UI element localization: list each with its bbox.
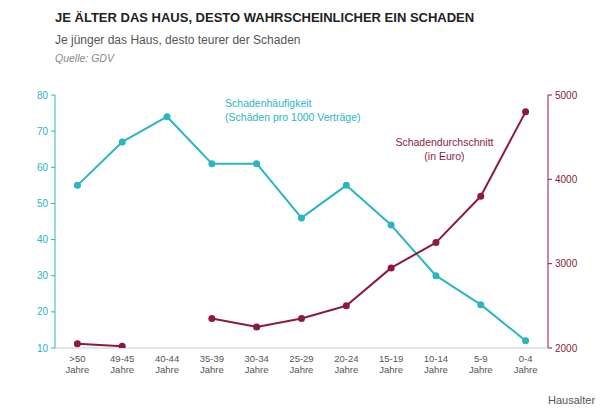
y2-tick xyxy=(548,263,552,264)
series-point xyxy=(253,160,260,167)
series-label: Schadenhäufigkeit(Schäden pro 1000 Vertr… xyxy=(225,97,360,123)
series-point xyxy=(164,113,171,120)
y-tick xyxy=(51,167,55,168)
x-tick-label: >50Jahre xyxy=(66,353,90,375)
y-tick xyxy=(51,311,55,312)
y-tick-label: 80 xyxy=(37,90,49,101)
series-point xyxy=(74,182,81,189)
y-tick xyxy=(51,348,55,349)
series-point xyxy=(522,108,529,115)
x-tick-label: 30-34Jahre xyxy=(245,353,269,375)
title: JE ÄLTER DAS HAUS, DESTO WAHRSCHEINLICHE… xyxy=(55,10,474,25)
series-point xyxy=(522,337,529,344)
series-point xyxy=(119,343,126,348)
y-tick-label: 50 xyxy=(37,198,49,209)
series-point xyxy=(343,302,350,309)
series-point xyxy=(477,193,484,200)
series-point xyxy=(477,301,484,308)
x-tick-label: 25-29Jahre xyxy=(289,353,313,375)
y2-tick-label: 2000 xyxy=(555,343,578,354)
left-axis xyxy=(55,95,56,348)
plot-area xyxy=(74,108,529,348)
y2-tick-label: 5000 xyxy=(555,90,578,101)
y2-tick xyxy=(548,348,552,349)
y2-tick-label: 3000 xyxy=(555,258,578,269)
series-point xyxy=(74,340,81,347)
y2-tick xyxy=(548,179,552,180)
series-point xyxy=(298,315,305,322)
series-point xyxy=(253,323,260,330)
series-line xyxy=(212,112,526,327)
series-point xyxy=(298,214,305,221)
y2-tick xyxy=(548,95,552,96)
y-tick-label: 70 xyxy=(37,126,49,137)
y-tick-label: 40 xyxy=(37,234,49,245)
x-tick-label: 0-4Jahre xyxy=(514,353,538,375)
series-line xyxy=(77,344,122,347)
series-point xyxy=(432,239,439,246)
y-tick-label: 20 xyxy=(37,306,49,317)
chart: JE ÄLTER DAS HAUS, DESTO WAHRSCHEINLICHE… xyxy=(0,0,606,416)
series-point xyxy=(432,272,439,279)
y-tick-label: 60 xyxy=(37,162,49,173)
series-point xyxy=(119,138,126,145)
x-tick-label: 15-19Jahre xyxy=(379,353,403,375)
source: Quelle: GDV xyxy=(55,52,115,64)
x-tick-label: 10-14Jahre xyxy=(424,353,448,375)
series-point xyxy=(388,264,395,271)
y-tick-label: 30 xyxy=(37,270,49,281)
series-point xyxy=(343,182,350,189)
y-tick-label: 10 xyxy=(37,343,49,354)
series-point xyxy=(208,160,215,167)
subtitle: Je jünger das Haus, desto teurer der Sch… xyxy=(55,33,300,47)
y-tick xyxy=(51,275,55,276)
x-tick-label: 49-45Jahre xyxy=(110,353,134,375)
y-tick xyxy=(51,239,55,240)
series-label: Schadendurchschnitt(in Euro) xyxy=(395,136,493,162)
x-tick-label: 35-39Jahre xyxy=(200,353,224,375)
x-axis xyxy=(55,348,548,349)
y-tick xyxy=(51,131,55,132)
series-line xyxy=(77,117,525,341)
series-point xyxy=(208,315,215,322)
y-tick xyxy=(51,203,55,204)
series-point xyxy=(388,222,395,229)
y2-tick-label: 4000 xyxy=(555,174,578,185)
x-tick-label: 20-24Jahre xyxy=(334,353,358,375)
x-tick-label: 40-44Jahre xyxy=(155,353,179,375)
x-tick-label: 5-9Jahre xyxy=(469,353,493,375)
x-label: Hausalter xyxy=(548,394,595,406)
y-tick xyxy=(51,95,55,96)
right-axis xyxy=(548,95,549,348)
